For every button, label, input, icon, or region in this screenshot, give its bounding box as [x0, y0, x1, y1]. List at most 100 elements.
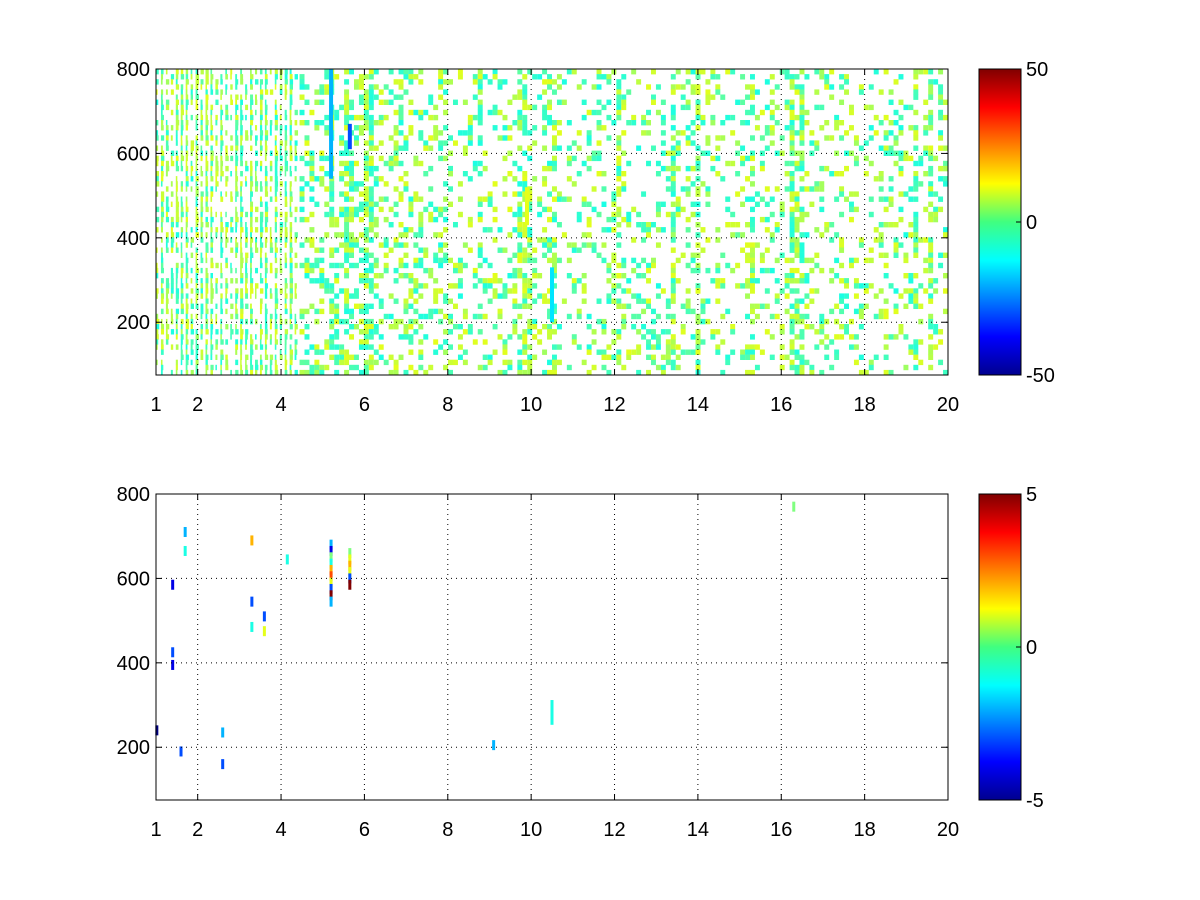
heatmap-cell — [418, 339, 424, 345]
heatmap-cell — [804, 324, 810, 330]
heatmap-cell — [591, 364, 597, 371]
heatmap-cell — [329, 303, 335, 309]
heatmap-cell — [220, 227, 224, 233]
heatmap-cell — [764, 125, 770, 131]
heatmap-cell — [259, 298, 263, 304]
heatmap-cell — [373, 324, 379, 330]
heatmap-cell — [289, 120, 293, 126]
heatmap-cell — [596, 140, 602, 146]
heatmap-cell — [814, 145, 820, 151]
heatmap-cell — [462, 99, 468, 105]
heatmap-cell — [448, 135, 453, 141]
heatmap-cell — [413, 288, 419, 294]
heatmap-cell — [517, 313, 523, 320]
heatmap-cell — [457, 262, 463, 269]
heatmap-cell — [853, 140, 859, 146]
heatmap-cell — [903, 232, 909, 238]
heatmap-cell — [670, 318, 676, 325]
heatmap-cell — [363, 201, 369, 207]
heatmap-cell — [646, 227, 651, 233]
heatmap-cell — [170, 74, 175, 80]
heatmap-cell — [670, 211, 676, 218]
heatmap-point — [348, 573, 352, 584]
heatmap-cell — [918, 160, 924, 167]
heatmap-cell — [750, 283, 755, 289]
heatmap-cell — [913, 293, 919, 299]
heatmap-cell — [190, 114, 193, 121]
heatmap-cell — [220, 359, 223, 366]
heatmap-cell — [819, 186, 825, 192]
heatmap-cell — [289, 74, 293, 80]
heatmap-cell — [398, 354, 404, 360]
heatmap-cell — [938, 135, 944, 141]
heatmap-cell — [665, 359, 671, 366]
heatmap-cell — [581, 201, 587, 207]
heatmap-cell — [453, 267, 458, 274]
heatmap-cell — [715, 262, 721, 269]
heatmap-cell — [225, 262, 229, 269]
heatmap-cell — [250, 84, 253, 90]
heatmap-cell — [552, 160, 557, 167]
heatmap-cell — [665, 303, 671, 309]
heatmap-cell — [215, 114, 218, 121]
heatmap-cell — [794, 278, 800, 284]
heatmap-cell — [210, 344, 214, 350]
heatmap-cell — [250, 109, 253, 116]
heatmap-cell — [225, 145, 228, 151]
heatmap-cell — [180, 114, 183, 121]
heatmap-cell — [289, 140, 292, 146]
heatmap-cell — [165, 196, 169, 202]
heatmap-cell — [844, 79, 849, 85]
heatmap-cell — [363, 120, 369, 126]
heatmap-cell — [160, 329, 165, 335]
heatmap-cell — [334, 278, 340, 284]
heatmap-cell — [250, 211, 253, 218]
heatmap-cell — [759, 267, 765, 274]
x-tick-label: 8 — [442, 819, 453, 841]
heatmap-cell — [403, 262, 409, 269]
heatmap-cell — [180, 242, 183, 248]
heatmap-cell — [547, 324, 552, 330]
heatmap-cell — [938, 114, 944, 121]
heatmap-cell — [210, 318, 213, 325]
heatmap-cell — [373, 216, 379, 223]
heatmap-cell — [789, 84, 795, 90]
heatmap-cell — [448, 79, 453, 85]
heatmap-cell — [180, 329, 183, 335]
heatmap-cell — [700, 318, 706, 325]
heatmap-cell — [383, 313, 389, 320]
heatmap-cell — [933, 191, 939, 197]
heatmap-cell — [903, 252, 909, 258]
heatmap-cell — [259, 227, 264, 233]
heatmap-cell — [794, 201, 800, 207]
heatmap-cell — [418, 313, 424, 320]
heatmap-cell — [759, 160, 765, 167]
heatmap-cell — [868, 283, 874, 289]
heatmap-cell — [631, 114, 637, 121]
heatmap-cell — [264, 216, 269, 223]
heatmap-cell — [542, 369, 548, 376]
heatmap-cell — [344, 252, 350, 258]
heatmap-cell — [448, 313, 453, 320]
heatmap-cell — [789, 303, 795, 309]
heatmap-cell — [185, 344, 188, 350]
heatmap-cell — [240, 262, 243, 269]
heatmap-cell — [705, 135, 711, 141]
heatmap-cell — [304, 181, 310, 187]
heatmap-cell — [670, 232, 676, 238]
heatmap-cell — [655, 160, 661, 167]
heatmap-cell — [472, 165, 478, 172]
heatmap-cell — [517, 273, 523, 279]
heatmap-cell — [250, 201, 254, 207]
heatmap-cell — [423, 206, 429, 213]
heatmap-cell — [279, 150, 282, 156]
heatmap-cell — [170, 227, 173, 233]
heatmap-cell — [170, 293, 173, 299]
heatmap-cell — [928, 201, 934, 207]
heatmap-cell — [690, 165, 696, 172]
heatmap-cell — [175, 125, 179, 131]
heatmap-cell — [393, 267, 399, 274]
heatmap-cell — [537, 273, 543, 279]
heatmap-cell — [200, 237, 204, 243]
heatmap-cell — [423, 145, 429, 151]
